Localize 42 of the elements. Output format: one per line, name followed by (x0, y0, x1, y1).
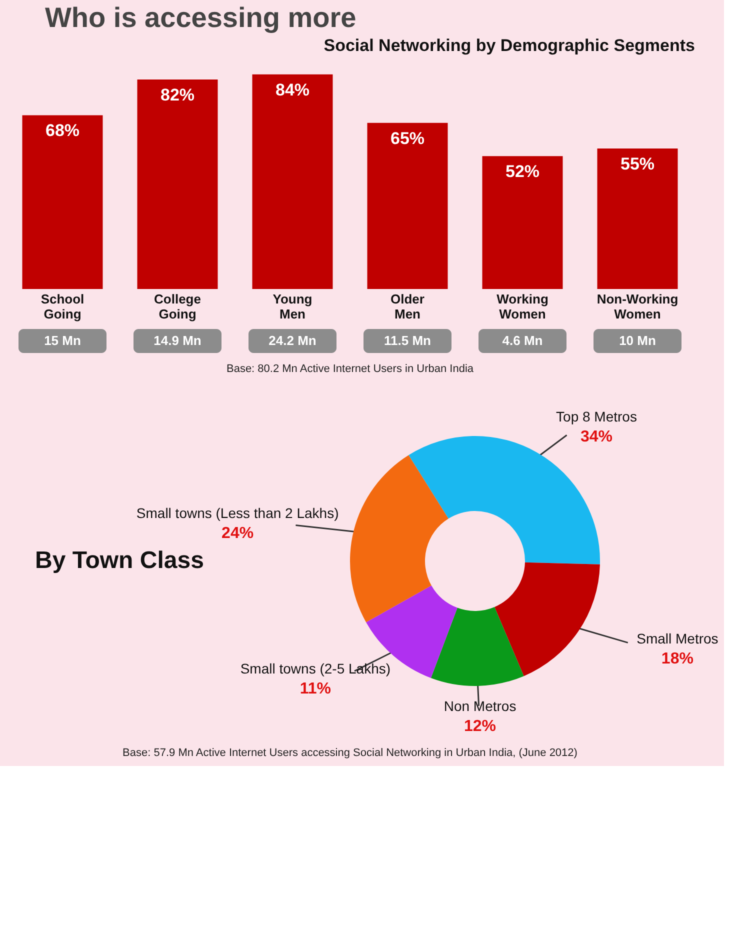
text: 11.5 Mn (384, 333, 432, 348)
text: By Town Class (35, 547, 204, 574)
bar (597, 148, 678, 289)
chart-subtitle: Social Networking by Demographic Segments (324, 36, 695, 55)
x-tick-label: Older Men (390, 292, 424, 322)
data-label: 68% (45, 121, 80, 140)
slice-label: Small towns (2-5 Lakhs) (240, 660, 391, 677)
data-label: 18% (661, 650, 694, 668)
slice-label: Small Metros (636, 630, 718, 646)
x-tick-label: School Going (40, 292, 84, 322)
x-tick-label: College Going (154, 292, 201, 322)
x-tick-label: Working Women (496, 292, 548, 322)
text: 15 Mn (44, 333, 81, 348)
slice-label: Non Metros (444, 698, 516, 714)
text: 10 Mn (619, 333, 656, 348)
data-label: 65% (390, 128, 425, 148)
data-label: 11% (300, 680, 331, 698)
data-label: 84% (275, 80, 310, 100)
data-label: 55% (620, 154, 655, 174)
text: Base: 80.2 Mn Active Internet Users in Urban India (226, 363, 474, 375)
text: Base: 57.9 Mn Active Internet Users accessing Social Networking in Urban India, (June 2012) (122, 747, 578, 759)
data-label: 12% (464, 718, 496, 735)
text: 14.9 Mn (154, 333, 202, 348)
bar (22, 115, 103, 289)
chart-title: Who is accessing more (45, 2, 356, 33)
data-label: 82% (160, 85, 195, 104)
bar (252, 74, 333, 289)
donut-slice (350, 455, 448, 622)
x-tick-label: Young Men (272, 292, 312, 322)
donut-slice (494, 562, 600, 676)
text: 4.6 Mn (502, 333, 543, 348)
bar (367, 122, 448, 289)
x-tick-label: Non-Working Women (596, 292, 678, 322)
bar (482, 156, 563, 289)
data-label: 24% (222, 524, 254, 542)
text: 24.2 Mn (268, 333, 316, 348)
donut-slice (430, 607, 524, 686)
data-label: 34% (580, 428, 613, 446)
slice-label: Small towns (Less than 2 Lakhs) (136, 504, 339, 521)
bar (137, 79, 218, 289)
slice-label: Top 8 Metros (556, 408, 637, 424)
data-label: 52% (505, 162, 540, 182)
